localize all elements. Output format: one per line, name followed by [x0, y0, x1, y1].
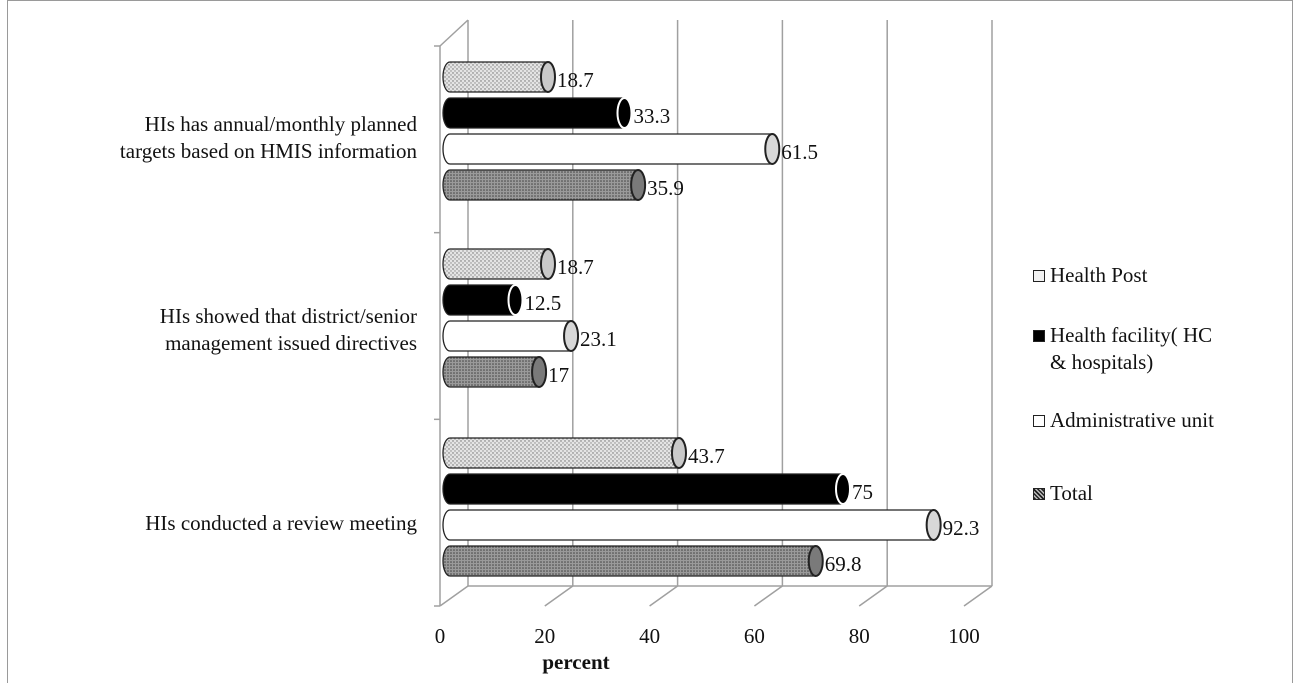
bar-end-cap — [835, 473, 851, 505]
bar — [442, 437, 687, 469]
x-axis-title: percent — [542, 650, 609, 674]
category-label: HIs conducted a review meeting — [145, 510, 417, 537]
category-label-line: management issued directives — [165, 331, 417, 355]
floor-gridline — [649, 585, 679, 607]
bar-end-cap — [563, 320, 580, 352]
floor-gridline — [858, 585, 888, 607]
floor-gridline — [963, 585, 993, 607]
data-label: 18.7 — [557, 255, 594, 279]
bar-end-cap — [616, 97, 633, 129]
bar-end-cap — [539, 61, 556, 93]
data-label: 17 — [548, 363, 569, 387]
bar-end-cap — [764, 133, 781, 165]
bars-layer — [442, 61, 942, 577]
legend-label-line: & hospitals) — [1050, 350, 1154, 374]
legend-swatch — [1033, 488, 1045, 500]
labels-layer: 18.7 33.3 61.5 35.9 18.7 12.5 23.1 17 43.7 75 92.3… — [525, 68, 980, 576]
x-tick-label: 100 — [948, 624, 980, 648]
data-label: 69.8 — [825, 552, 862, 576]
floor-gridline — [753, 585, 783, 607]
legend-label-line: Total — [1050, 481, 1093, 505]
x-tick-labels: 0 20 40 60 80 100 — [435, 624, 980, 648]
bar — [442, 248, 556, 280]
x-tick-label: 80 — [849, 624, 870, 648]
data-label: 12.5 — [525, 291, 562, 315]
data-label: 35.9 — [647, 176, 684, 200]
legend-label: Administrative unit — [1050, 407, 1300, 434]
floor-gridline — [544, 585, 574, 607]
bar — [442, 356, 547, 388]
bar — [442, 320, 579, 352]
floor-gridline — [439, 585, 469, 607]
legend-swatch — [1033, 415, 1045, 427]
category-label-line: HIs has annual/monthly planned — [144, 112, 417, 136]
bar — [442, 473, 851, 505]
bar — [442, 97, 633, 129]
legend-label-line: Health Post — [1050, 263, 1148, 287]
bar-end-cap — [507, 284, 524, 316]
data-label: 33.3 — [633, 104, 670, 128]
bar — [442, 545, 824, 577]
data-label: 75 — [852, 480, 873, 504]
category-label-line: HIs conducted a review meeting — [145, 510, 417, 535]
legend-swatch — [1033, 270, 1045, 282]
legend-label-line: Administrative unit — [1050, 408, 1214, 432]
category-label-line: targets based on HMIS information — [119, 139, 417, 163]
x-tick-label: 20 — [534, 624, 555, 648]
bar — [442, 509, 942, 541]
data-label: 23.1 — [580, 327, 617, 351]
bar-end-cap — [807, 545, 824, 577]
bar-end-cap — [630, 169, 647, 201]
x-tick-label: 0 — [435, 624, 446, 648]
left-wall-top — [439, 19, 469, 47]
bar — [442, 133, 780, 165]
bar — [442, 169, 646, 201]
data-label: 18.7 — [557, 68, 594, 92]
bar — [442, 61, 556, 93]
bar-end-cap — [925, 509, 942, 541]
x-tick-label: 60 — [744, 624, 765, 648]
legend-label-line: Health facility( HC — [1050, 323, 1213, 347]
chart-frame — [7, 0, 1293, 683]
data-label: 43.7 — [688, 444, 725, 468]
bar-end-cap — [531, 356, 548, 388]
legend-label: Total — [1050, 480, 1300, 507]
data-label: 61.5 — [781, 140, 818, 164]
legend-label: Health facility( HC & hospitals) — [1050, 322, 1300, 376]
legend-swatch — [1033, 330, 1045, 342]
bar-end-cap — [539, 248, 556, 280]
bar-end-cap — [670, 437, 687, 469]
x-tick-label: 40 — [639, 624, 660, 648]
category-label: HIs has annual/monthly planned targets ba… — [120, 111, 417, 165]
category-label-line: HIs showed that district/senior — [159, 304, 417, 328]
legend-label: Health Post — [1050, 262, 1300, 289]
data-label: 92.3 — [943, 516, 980, 540]
category-label: HIs showed that district/senior managemen… — [160, 303, 417, 357]
